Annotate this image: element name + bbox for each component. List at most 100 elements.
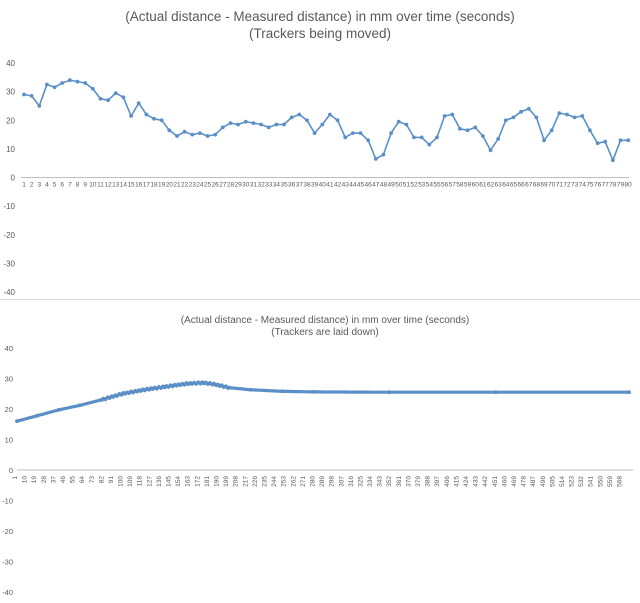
x-tick-label: 62 xyxy=(487,182,495,189)
x-tick-label: 82 xyxy=(98,476,105,484)
data-point xyxy=(618,138,623,143)
x-tick-label: 43 xyxy=(342,182,350,189)
data-point xyxy=(496,137,501,141)
x-tick-label: 29 xyxy=(235,182,243,189)
x-tick-label: 253 xyxy=(281,476,288,487)
y-tick-label: 40 xyxy=(6,59,15,68)
x-tick-label: 19 xyxy=(31,476,38,484)
x-tick-label: 76 xyxy=(594,182,602,189)
data-point xyxy=(29,94,34,98)
data-point xyxy=(190,132,195,137)
x-tick-label: 12 xyxy=(105,182,113,189)
data-point xyxy=(335,118,340,123)
data-point xyxy=(159,118,164,123)
x-tick-label: 78 xyxy=(609,182,617,189)
x-tick-label: 20 xyxy=(166,182,174,189)
x-tick-label: 26 xyxy=(212,182,220,189)
x-tick-label: 61 xyxy=(479,182,487,189)
data-point xyxy=(282,122,286,127)
x-tick-label: 28 xyxy=(227,182,235,189)
data-point xyxy=(136,101,141,105)
data-point xyxy=(98,96,103,101)
data-point xyxy=(15,419,19,424)
data-point xyxy=(259,122,263,127)
data-point xyxy=(588,128,592,133)
x-tick-label: 8 xyxy=(76,182,80,189)
x-tick-label: 235 xyxy=(262,476,269,487)
x-tick-label: 181 xyxy=(204,476,211,487)
x-tick-label: 541 xyxy=(588,476,595,487)
x-tick-label: 73 xyxy=(571,182,579,189)
x-tick-label: 56 xyxy=(441,182,449,189)
data-point xyxy=(412,135,416,140)
data-point xyxy=(167,128,172,133)
data-point xyxy=(227,385,232,390)
x-tick-label: 109 xyxy=(127,476,134,487)
x-tick-label: 316 xyxy=(348,476,355,487)
x-tick-label: 80 xyxy=(625,182,633,189)
x-tick-label: 1 xyxy=(22,182,26,189)
data-point xyxy=(200,380,205,385)
x-tick-label: 40 xyxy=(319,182,327,189)
data-point xyxy=(205,134,210,138)
x-tick-label: 24 xyxy=(196,182,204,189)
y-tick-label: -20 xyxy=(2,527,13,536)
x-tick-label: 415 xyxy=(453,476,460,487)
x-tick-label: 37 xyxy=(296,182,304,189)
x-tick-label: 75 xyxy=(586,182,594,189)
x-tick-label: 27 xyxy=(219,182,227,189)
x-tick-label: 514 xyxy=(559,476,566,487)
x-tick-label: 352 xyxy=(386,476,393,487)
data-point xyxy=(519,109,523,114)
x-tick-label: 18 xyxy=(150,182,158,189)
x-tick-label: 38 xyxy=(303,182,311,189)
data-point xyxy=(83,81,88,85)
x-tick-label: 36 xyxy=(288,182,296,189)
x-tick-label: 7 xyxy=(68,182,72,189)
y-tick-label: 30 xyxy=(5,375,13,384)
x-tick-label: 442 xyxy=(482,476,489,487)
x-tick-label: 34 xyxy=(273,182,281,189)
x-tick-label: 280 xyxy=(310,476,317,487)
x-tick-label: 47 xyxy=(372,182,380,189)
chart-subtitle: (Trackers being moved) xyxy=(249,26,391,41)
data-point xyxy=(78,403,82,408)
chart-title: (Actual distance - Measured distance) in… xyxy=(125,9,514,24)
data-point xyxy=(106,98,110,103)
x-tick-label: 208 xyxy=(233,476,240,487)
data-point xyxy=(473,125,478,130)
x-tick-label: 72 xyxy=(563,182,571,189)
x-tick-label: 30 xyxy=(242,182,250,189)
data-point xyxy=(404,122,409,127)
data-point xyxy=(175,134,179,138)
y-tick-label: 20 xyxy=(6,116,15,125)
x-tick-label: 50 xyxy=(395,182,403,189)
data-point xyxy=(493,390,498,395)
data-point xyxy=(389,131,393,136)
x-tick-label: 271 xyxy=(300,476,307,487)
data-point xyxy=(182,129,187,134)
x-tick-label: 19 xyxy=(158,182,166,189)
y-tick-label: -30 xyxy=(2,558,13,567)
data-point xyxy=(603,139,608,144)
data-point xyxy=(163,384,168,389)
data-point xyxy=(503,118,508,123)
x-tick-label: 190 xyxy=(214,476,221,487)
data-point xyxy=(90,86,95,91)
y-tick-label: -10 xyxy=(3,202,15,211)
x-tick-label: 298 xyxy=(329,476,336,487)
x-tick-label: 559 xyxy=(607,476,614,487)
x-tick-label: 71 xyxy=(556,182,564,189)
data-point xyxy=(297,112,302,117)
x-tick-label: 145 xyxy=(166,476,173,487)
data-point xyxy=(595,141,600,146)
y-tick-label: -40 xyxy=(2,588,13,597)
data-point xyxy=(35,413,40,418)
data-point xyxy=(45,82,49,87)
x-tick-label: 9 xyxy=(83,182,87,189)
x-tick-label: 46 xyxy=(60,476,67,484)
x-tick-label: 13 xyxy=(112,182,120,189)
x-tick-label: 66 xyxy=(517,182,525,189)
x-tick-label: 2 xyxy=(30,182,34,189)
data-point xyxy=(626,138,631,143)
